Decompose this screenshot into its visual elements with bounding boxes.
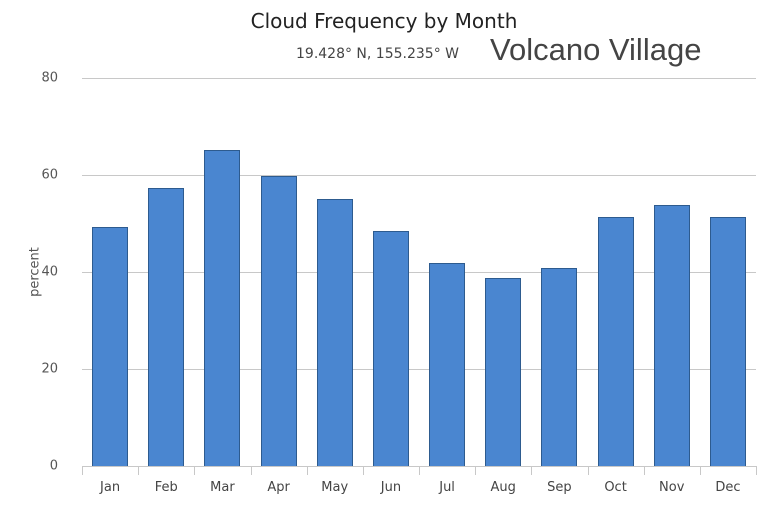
x-tick-mark: [475, 466, 477, 475]
location-name: Volcano Village: [490, 32, 702, 67]
x-tick-mark: [756, 466, 757, 475]
bar-mar[interactable]: [204, 149, 241, 466]
x-tick-mark: [362, 466, 364, 475]
bar-may[interactable]: [316, 198, 353, 466]
y-tick-label: 20: [41, 361, 58, 377]
x-tick-label: May: [321, 480, 349, 495]
x-tick-mark: [587, 466, 589, 475]
gridline: [82, 369, 756, 370]
x-tick-mark: [699, 466, 701, 475]
y-tick-label: 80: [41, 70, 58, 86]
chart-title-text: Cloud Frequency by Month: [250, 9, 518, 33]
x-tick-mark: [306, 466, 308, 475]
x-tick-label: Nov: [659, 480, 685, 495]
x-tick-label: Aug: [490, 480, 516, 495]
chart-subtitle-coordinates: 19.428° N, 155.235° W: [296, 46, 459, 62]
plot-area: [82, 78, 756, 466]
x-tick-mark: [531, 466, 533, 475]
bar-oct[interactable]: [597, 216, 634, 466]
bar-sep[interactable]: [541, 268, 578, 466]
x-tick-mark: [138, 466, 140, 475]
x-tick-label: Feb: [154, 480, 178, 495]
x-tick-mark: [250, 466, 252, 475]
y-tick-label: 0: [49, 458, 58, 474]
gridline: [82, 175, 756, 176]
bar-aug[interactable]: [485, 278, 522, 466]
x-tick-mark: [82, 466, 83, 475]
bar-apr[interactable]: [260, 175, 297, 466]
bar-jul[interactable]: [429, 262, 466, 466]
x-tick-mark: [643, 466, 645, 475]
x-tick-label: Apr: [267, 480, 290, 495]
x-tick-mark: [194, 466, 196, 475]
bar-jan[interactable]: [92, 226, 129, 466]
x-tick-label: Mar: [210, 480, 235, 495]
x-tick-mark: [419, 466, 420, 475]
x-tick-label: Jun: [380, 480, 402, 495]
chart-title: Cloud Frequency by Month: [0, 9, 768, 33]
x-tick-label: Jan: [100, 480, 121, 495]
bar-nov[interactable]: [653, 205, 690, 466]
gridline: [82, 78, 756, 79]
bar-jun[interactable]: [372, 230, 409, 466]
y-tick-label: 60: [41, 167, 58, 183]
y-tick-label: 40: [41, 264, 58, 280]
bar-feb[interactable]: [148, 188, 185, 466]
x-tick-label: Jul: [439, 480, 455, 495]
x-tick-label: Sep: [547, 480, 572, 495]
bar-dec[interactable]: [709, 216, 746, 466]
gridline: [82, 272, 756, 273]
x-tick-label: Dec: [715, 480, 741, 495]
x-tick-label: Oct: [604, 480, 627, 495]
